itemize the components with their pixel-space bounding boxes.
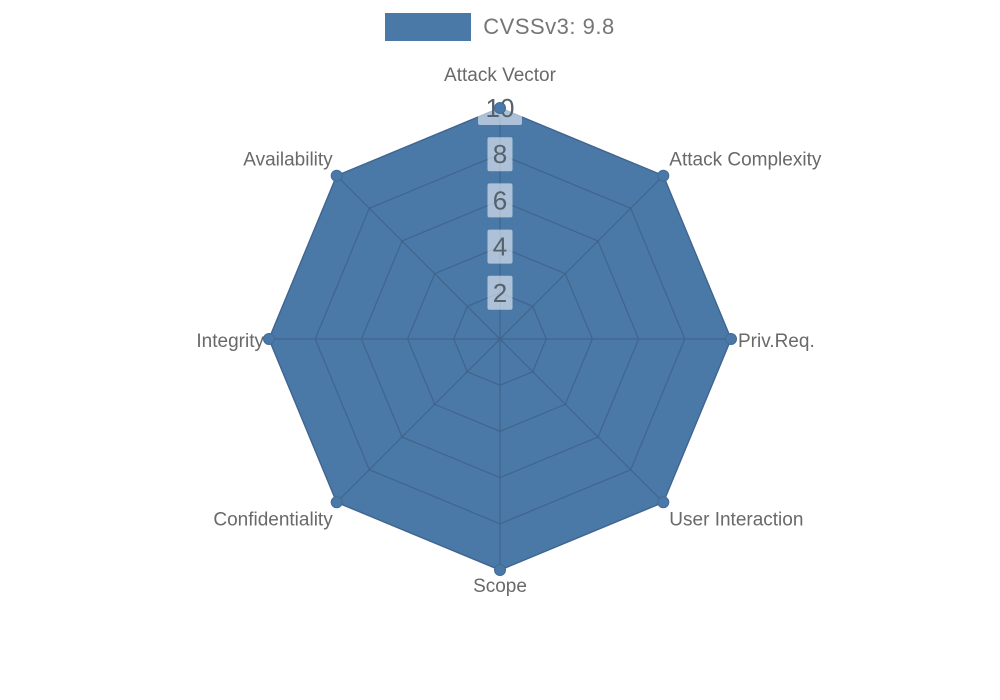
axis-label-priv-req: Priv.Req. <box>738 331 815 352</box>
data-point-marker-scope <box>494 564 506 576</box>
data-point-marker-priv-req <box>725 333 737 345</box>
axis-label-availability: Availability <box>243 150 333 171</box>
tick-label-2: 2 <box>493 278 507 308</box>
legend-item[interactable]: CVSSv3: 9.8 <box>0 13 1000 41</box>
axis-spoke-availability <box>336 175 501 340</box>
data-point-marker-integrity <box>263 333 275 345</box>
tick-box-6 <box>487 183 513 218</box>
data-point-marker-availability <box>330 169 343 182</box>
tick-label-6: 6 <box>493 185 507 215</box>
axis-label-attack-complexity: Attack Complexity <box>669 150 822 171</box>
axis-label-integrity: Integrity <box>196 331 264 352</box>
data-point-marker-attack-vector <box>494 102 506 114</box>
legend-swatch <box>385 13 472 41</box>
axis-spoke-attack-complexity <box>499 175 664 340</box>
tick-label-4: 4 <box>493 232 507 262</box>
axis-spoke-confidentiality <box>336 338 501 503</box>
axis-label-attack-vector: Attack Vector <box>444 65 557 86</box>
axis-label-scope: Scope <box>473 576 527 597</box>
axis-spoke-user-interaction <box>499 338 664 503</box>
axis-label-confidentiality: Confidentiality <box>213 509 333 530</box>
axis-label-user-interaction: User Interaction <box>669 509 803 530</box>
data-point-marker-attack-complexity <box>657 169 670 182</box>
legend-label: CVSSv3: 9.8 <box>483 14 615 39</box>
data-point-marker-confidentiality <box>330 496 343 509</box>
tick-box-4 <box>487 229 513 264</box>
data-point-marker-user-interaction <box>657 496 670 509</box>
tick-label-8: 8 <box>493 139 507 169</box>
tick-box-8 <box>487 137 513 172</box>
tick-box-2 <box>487 275 513 310</box>
